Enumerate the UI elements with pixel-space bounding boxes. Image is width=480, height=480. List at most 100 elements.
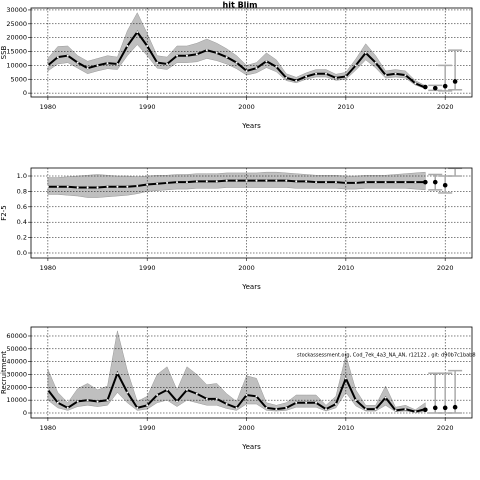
estimate-point: [374, 181, 377, 184]
estimate-point: [176, 181, 179, 184]
x-tick-label: 1980: [40, 264, 57, 272]
estimate-point: [136, 31, 139, 34]
x-tick-label: 2010: [338, 103, 355, 111]
estimate-point: [295, 79, 298, 82]
estimate-point: [354, 181, 357, 184]
y-tick-label: 20000: [6, 383, 27, 391]
x-axis-label: Years: [241, 443, 261, 451]
forecast-point: [442, 405, 448, 411]
y-tick-label: 1.0: [17, 172, 27, 180]
estimate-point: [364, 408, 367, 411]
estimate-point: [46, 185, 49, 188]
y-tick-label: 0.8: [17, 187, 27, 195]
plot-frame: [30, 167, 473, 259]
estimate-point: [384, 396, 387, 399]
estimate-point: [156, 61, 159, 64]
y-tick-label: 0.4: [17, 218, 27, 226]
estimate-point: [185, 181, 188, 184]
estimate-point: [166, 181, 169, 184]
estimate-point: [76, 186, 79, 189]
estimate-point: [334, 181, 337, 184]
x-tick-label: 2000: [238, 103, 255, 111]
x-tick-label: 1990: [139, 424, 156, 432]
estimate-point: [384, 181, 387, 184]
y-tick-label: 30000: [6, 370, 27, 378]
y-axis-label: SSB: [0, 45, 8, 59]
y-tick-label: 0: [23, 409, 27, 417]
estimate-point: [66, 406, 69, 409]
estimate-point: [414, 82, 417, 85]
estimate-point: [404, 181, 407, 184]
estimate-point: [235, 179, 238, 182]
forecast-point: [423, 84, 428, 90]
estimate-point: [195, 392, 198, 395]
estimate-point: [245, 179, 248, 182]
estimate-point: [166, 388, 169, 391]
y-tick-label: 40000: [6, 358, 27, 366]
estimate-point: [235, 61, 238, 64]
estimate-point: [394, 181, 397, 184]
y-tick-label: 25000: [6, 20, 27, 28]
forecast-point: [442, 83, 448, 89]
estimate-point: [315, 401, 318, 404]
estimate-point: [146, 404, 149, 407]
confidence-band: [47, 12, 426, 90]
estimate-point: [106, 62, 109, 65]
estimate-point: [305, 401, 308, 404]
estimate-point: [315, 181, 318, 184]
estimate-point: [374, 61, 377, 64]
estimate-point: [96, 400, 99, 403]
estimate-point: [324, 408, 327, 411]
estimate-point: [295, 401, 298, 404]
estimate-point: [344, 75, 347, 78]
estimate-point: [185, 388, 188, 391]
forecast-point: [432, 405, 438, 411]
y-tick-label: 10000: [6, 396, 27, 404]
x-tick-label: 2010: [338, 264, 355, 272]
y-tick-label: 0.0: [17, 249, 27, 257]
estimate-point: [116, 63, 119, 66]
estimate-point: [334, 76, 337, 79]
error-bar: [448, 167, 463, 177]
estimate-point: [146, 183, 149, 186]
estimate-point: [265, 179, 268, 182]
x-axis-label: Years: [241, 122, 261, 130]
estimate-point: [354, 399, 357, 402]
estimate-point: [364, 51, 367, 54]
y-tick-label: 0.2: [17, 234, 27, 242]
forecast-point: [432, 85, 438, 91]
estimate-point: [315, 72, 318, 75]
estimate-point: [205, 397, 208, 400]
estimate-point: [116, 372, 119, 375]
estimate-point: [225, 403, 228, 406]
estimate-point: [225, 56, 228, 59]
estimate-point: [225, 179, 228, 182]
y-tick-label: 20000: [6, 34, 27, 42]
estimate-point: [106, 399, 109, 402]
forecast-point: [432, 179, 438, 185]
forecast-point: [423, 407, 428, 413]
estimate-point: [195, 180, 198, 183]
x-tick-label: 2000: [238, 264, 255, 272]
estimate-point: [344, 377, 347, 380]
estimate-point: [96, 186, 99, 189]
estimate-point: [245, 394, 248, 397]
estimate-point: [324, 72, 327, 75]
estimate-point: [176, 400, 179, 403]
estimate-point: [136, 185, 139, 188]
x-axis-label: Years: [241, 283, 261, 291]
estimate-point: [285, 76, 288, 79]
estimate-point: [344, 181, 347, 184]
estimate-point: [354, 64, 357, 67]
estimate-point: [255, 395, 258, 398]
estimate-point: [46, 388, 49, 391]
estimate-point: [384, 74, 387, 77]
estimate-point: [96, 64, 99, 67]
annotation: stockassessment.org, Cod_7ek_4a3_NA_AN, …: [297, 353, 476, 359]
estimate-point: [394, 409, 397, 412]
estimate-point: [156, 182, 159, 185]
estimate-point: [235, 406, 238, 409]
estimate-point: [394, 72, 397, 75]
estimate-point: [414, 410, 417, 413]
